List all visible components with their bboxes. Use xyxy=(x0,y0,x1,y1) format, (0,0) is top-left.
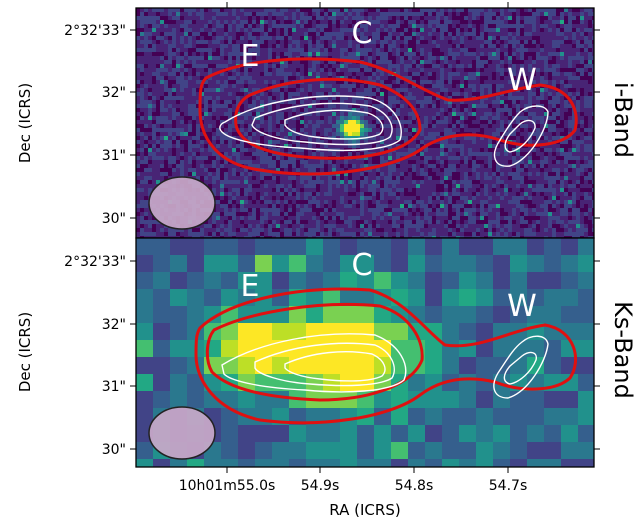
dec-tick-label: 2°32'33" xyxy=(64,23,126,39)
ks-band-white-contour-w1 xyxy=(493,335,549,399)
panel-i-band: E C W i-Band xyxy=(135,7,636,239)
x-axis-label: RA (ICRS) xyxy=(329,501,400,519)
ks-band-label: Ks-Band xyxy=(609,301,636,399)
ks-band-frame xyxy=(135,237,595,468)
ra-tick-label: 54.7s xyxy=(489,478,527,494)
dec-tick-label: 31" xyxy=(102,148,126,164)
i-band-white-contour-w1 xyxy=(493,105,549,167)
ks-band-white-contour-1 xyxy=(221,333,407,393)
dec-tick-label: 2°32'33" xyxy=(64,254,126,270)
dec-tick-label: 30" xyxy=(102,442,126,458)
dec-tick-label: 31" xyxy=(102,379,126,395)
ks-band-white-contour-2 xyxy=(254,342,395,387)
i-band-beam-ellipse xyxy=(148,176,216,230)
y-axis-label-bottom: Dec (ICRS) xyxy=(16,312,34,392)
source-label-w: W xyxy=(507,289,537,324)
x-axis: 10h01m55.0s 54.9s 54.8s 54.7s xyxy=(179,2,527,494)
ra-tick-label: 10h01m55.0s xyxy=(179,478,276,494)
ks-band-red-contour-outer xyxy=(194,287,578,425)
source-label-c: C xyxy=(352,16,373,51)
i-band-red-contour-outer xyxy=(198,57,578,176)
i-band-white-contour-1 xyxy=(219,95,402,152)
i-band-white-contour-w2 xyxy=(504,119,536,153)
ks-band-white-contour-w2 xyxy=(503,351,537,385)
ks-band-white-contour-3 xyxy=(284,350,386,382)
i-band-label: i-Band xyxy=(609,82,636,158)
i-band-white-contour-3 xyxy=(284,109,384,140)
source-label-c: C xyxy=(352,248,373,283)
source-label-e: E xyxy=(241,269,260,304)
i-band-white-contour-2 xyxy=(251,102,393,146)
source-label-e: E xyxy=(241,39,260,74)
dec-tick-label: 32" xyxy=(102,317,126,333)
y-axis-label-top: Dec (ICRS) xyxy=(16,83,34,163)
y-axis-bottom: 2°32'33" 32" 31" 30" xyxy=(64,254,600,458)
dec-tick-label: 32" xyxy=(102,85,126,101)
ra-tick-label: 54.9s xyxy=(301,478,339,494)
ks-band-beam-ellipse xyxy=(148,406,216,460)
panel-ks-band: E C W Ks-Band xyxy=(135,237,636,468)
i-band-red-contour-inner xyxy=(234,77,422,160)
ra-tick-label: 54.8s xyxy=(395,478,433,494)
source-label-w: W xyxy=(507,63,537,98)
dec-tick-label: 30" xyxy=(102,211,126,227)
y-axis-top: 2°32'33" 32" 31" 30" xyxy=(64,23,600,227)
